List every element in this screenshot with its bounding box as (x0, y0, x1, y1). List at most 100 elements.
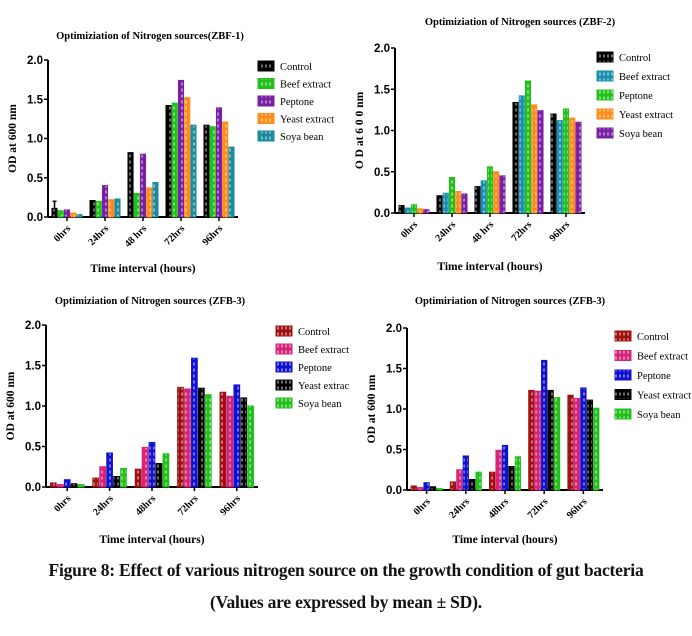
bar (56, 484, 64, 488)
chart-svg: Optimiziation of Nitrogen sources (ZBF-2… (354, 17, 673, 273)
y-tick-label: 1.5 (386, 364, 403, 376)
bar (493, 171, 500, 214)
legend: Control Beef extract Peptone Yeast extrac So… (275, 325, 349, 410)
bar (70, 212, 77, 218)
y-tick-label: 0.5 (386, 445, 403, 457)
legend-label: Soya bean (637, 410, 681, 421)
bar (518, 95, 525, 214)
bar (203, 124, 210, 218)
y-tick-label: 0.5 (27, 173, 44, 185)
y-tick-label: 2.0 (25, 320, 41, 332)
x-axis-label: Time interval (hours) (452, 534, 557, 546)
bar (49, 482, 57, 488)
bar (480, 180, 487, 214)
bar (534, 390, 541, 491)
bar (423, 209, 430, 214)
bar (404, 207, 411, 214)
bar (462, 455, 469, 491)
legend-label: Control (637, 332, 669, 343)
bar (106, 452, 113, 488)
bar (146, 187, 153, 218)
bar (398, 205, 405, 214)
bar (562, 108, 570, 214)
bar (198, 387, 205, 488)
legend-label: Control (619, 53, 651, 64)
y-tick-label: 2.0 (374, 43, 390, 55)
bar (423, 482, 430, 491)
x-tick-label: 72hrs (526, 496, 551, 521)
legend-label: Yeast extract (637, 391, 691, 402)
x-tick-label: 96hrs (547, 219, 572, 244)
chart-title: Optimiziation of Nitrogen sources (ZBF-2… (425, 17, 616, 28)
bar (495, 449, 502, 491)
bar (204, 394, 212, 488)
y-tick-label: 0.0 (27, 212, 43, 224)
legend-swatch (257, 78, 275, 89)
bar (226, 395, 234, 488)
chart-title: Optimiziation of Nitrogen sources(ZBF-1) (56, 31, 244, 42)
chart-panel-zfb3-left: Optimiziation of Nitrogen sources (ZFB-3… (0, 290, 350, 552)
y-tick-label: 0.5 (374, 167, 391, 179)
y-tick-label: 0.0 (386, 485, 402, 497)
legend-label: Soya bean (298, 399, 342, 410)
bar (524, 80, 532, 214)
legend-label: Peptone (619, 91, 653, 102)
y-tick-label: 2.0 (27, 55, 43, 67)
bar (456, 469, 463, 491)
legend-label: Beef extract (280, 80, 331, 91)
x-tick-label: 24hrs (86, 223, 111, 248)
x-tick-label: 72hrs (509, 219, 534, 244)
chart-title: Optimiziation of Nitrogen sources (ZFB-3… (55, 296, 246, 307)
bar (77, 484, 85, 488)
legend-swatch (275, 361, 293, 373)
legend-label: Beef extract (298, 345, 349, 356)
legend-label: Control (280, 62, 312, 73)
legend-label: Beef extract (637, 352, 688, 363)
y-tick-label: 0.0 (25, 482, 41, 494)
x-tick-label: 0hrs (399, 219, 420, 240)
bar (95, 200, 102, 218)
chart-svg: Optimiziation of Nitrogen sources (ZFB-3… (5, 296, 349, 546)
bar (247, 405, 255, 488)
bar (162, 453, 170, 488)
legend-swatch (275, 379, 293, 391)
x-tick-label: 96hrs (565, 496, 590, 521)
bar (501, 444, 509, 491)
bar (177, 386, 184, 488)
chart-panel-zbf2: Optimiziation of Nitrogen sources (ZBF-2… (350, 12, 692, 280)
y-tick-label: 0.0 (374, 208, 390, 220)
bar (429, 486, 437, 491)
bar (89, 200, 96, 218)
bar (531, 104, 538, 214)
y-tick-label: 0.5 (25, 442, 42, 454)
legend-label: Yeast extract (280, 115, 334, 126)
y-tick-label: 1.5 (27, 94, 44, 106)
bar (586, 399, 593, 491)
bar (113, 475, 120, 488)
legend-swatch (614, 330, 632, 342)
x-tick-label: 0hrs (412, 496, 433, 517)
bar (148, 441, 156, 488)
bar (108, 199, 115, 218)
chart-panel-zfb3-right: Optimiriation of Nitrogen sources (ZFB-3… (350, 290, 692, 552)
bar (580, 387, 587, 491)
bar (57, 210, 64, 218)
legend-swatch (257, 95, 275, 107)
bar (63, 479, 71, 488)
bar (63, 209, 71, 218)
x-axis-label: Time interval (hours) (437, 261, 542, 273)
bar (70, 483, 78, 488)
bar (177, 79, 185, 218)
chart-svg: Optimiriation of Nitrogen sources (ZFB-3… (366, 296, 691, 546)
bar (474, 186, 481, 214)
legend-swatch (614, 408, 632, 420)
x-tick-label: 48hrs (486, 496, 511, 521)
x-tick-label: 24hrs (433, 219, 458, 244)
legend-label: Control (298, 327, 330, 338)
bar (190, 124, 197, 218)
y-axis-label: OD at 600 nm (366, 374, 378, 443)
x-tick-label: 48hrs (133, 493, 158, 518)
bar (99, 466, 106, 488)
bar (573, 397, 581, 491)
bar (436, 195, 443, 214)
